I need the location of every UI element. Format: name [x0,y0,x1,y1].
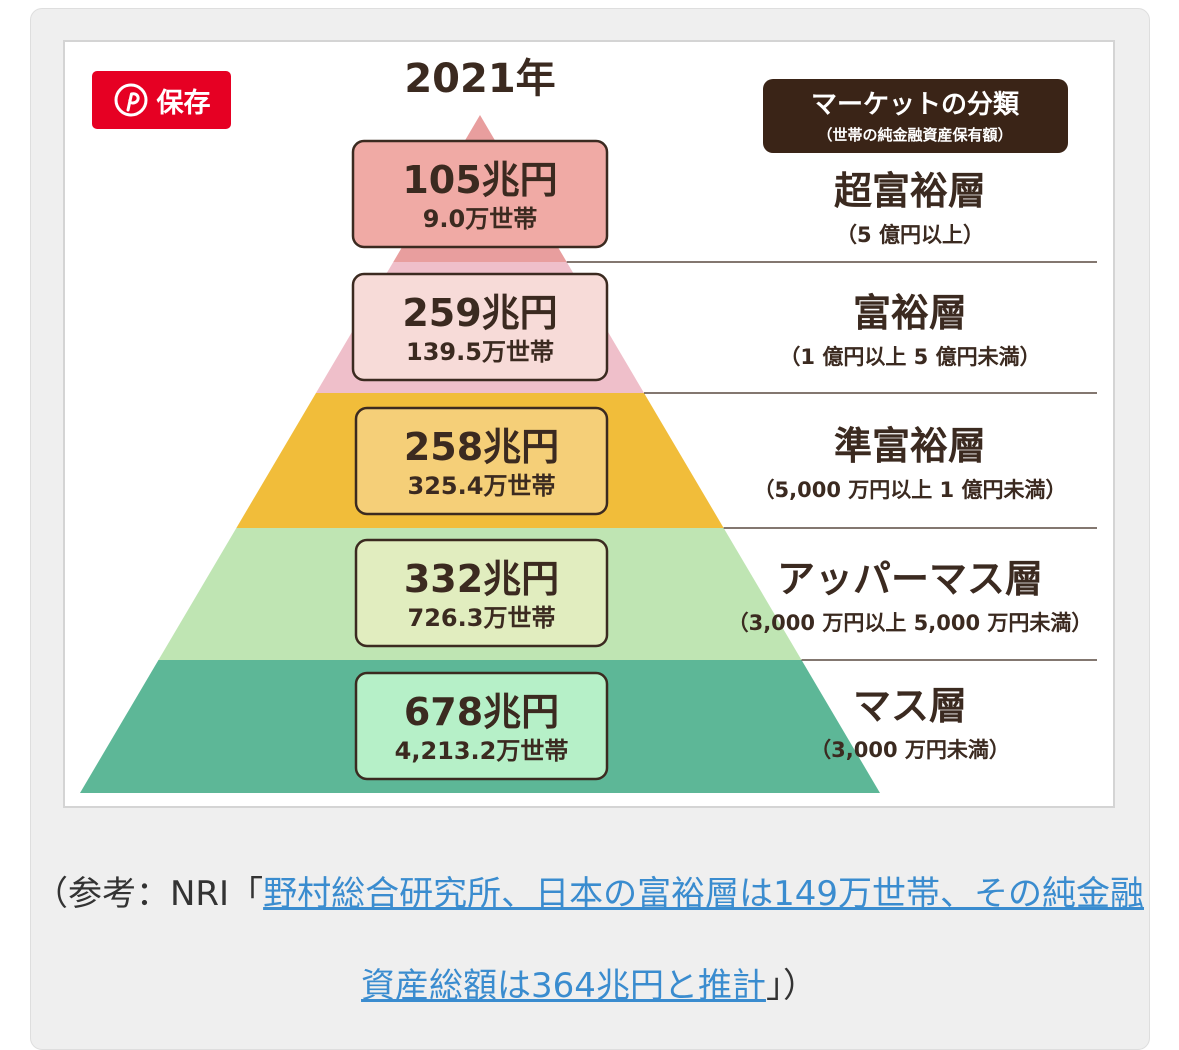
tier-amount: 332兆円 [404,557,559,601]
tier-amount: 105兆円 [402,158,557,202]
legend-title: マーケットの分類 [811,90,1020,120]
legend-subtitle: （世帯の純金融資産保有額） [817,126,1012,144]
source-caption: （参考：NRI「野村総合研究所、日本の富裕層は149万世帯、その純金融資産総額は… [30,848,1148,1032]
tier-name: 富裕層 [853,291,967,335]
pinterest-icon [114,83,147,117]
tier-households: 139.5万世帯 [406,338,554,366]
year-label: 2021年 [404,56,555,102]
tier-box-4 [354,538,609,648]
tier-amount: 258兆円 [404,425,559,469]
tier-households: 9.0万世帯 [423,205,538,233]
legend-background [763,79,1068,153]
pinterest-save-button[interactable]: 保存 [92,71,231,129]
tier-box-2 [351,272,609,382]
tier-range: （5 億円以上） [836,223,984,247]
tier-amount: 678兆円 [404,690,559,734]
save-button-label: 保存 [156,87,211,119]
tier-range: （3,000 万円以上 5,000 万円未満） [728,611,1093,635]
tier-name: 超富裕層 [834,169,986,213]
tier-name: アッパーマス層 [777,557,1043,601]
tier-box-5 [354,671,609,781]
tier-range: （5,000 万円以上 1 億円未満） [754,478,1067,502]
tier-households: 325.4万世帯 [408,472,556,500]
caption-prefix: （参考：NRI「 [34,874,264,914]
caption-suffix: 」） [765,966,817,1006]
tier-households: 4,213.2万世帯 [395,737,569,765]
tier-name: マス層 [853,684,967,728]
tier-box-1 [351,139,609,249]
tier-name: 準富裕層 [834,424,986,468]
tier-box-3 [354,406,609,516]
tier-amount: 259兆円 [402,291,557,335]
tier-range: （1 億円以上 5 億円未満） [779,345,1040,369]
market-classification-legend: マーケットの分類 （世帯の純金融資産保有額） [763,79,1068,153]
tier-range: （3,000 万円未満） [810,738,1010,762]
tier-households: 726.3万世帯 [408,604,556,632]
source-link[interactable]: 野村総合研究所、日本の富裕層は149万世帯、その純金融資産総額は364兆円と推計 [263,874,1144,1006]
